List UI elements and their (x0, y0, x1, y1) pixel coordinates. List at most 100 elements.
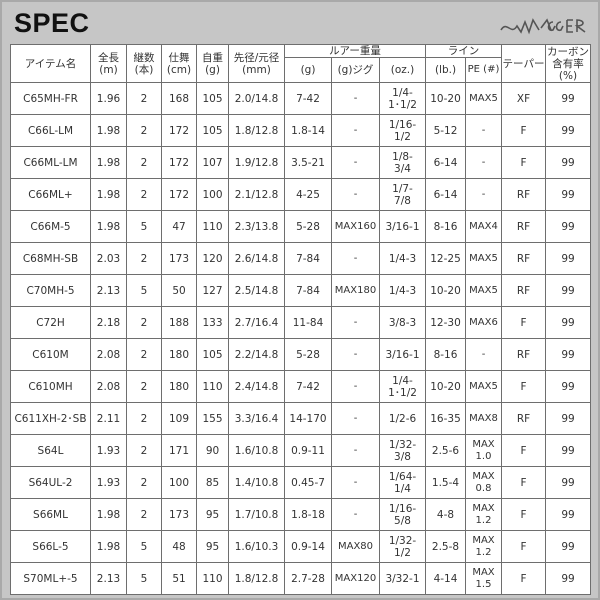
cell-closed: 172 (161, 114, 197, 147)
table-row: S64L 1.93 2 171 90 1.6/10.8 0.9-11-1/32- 3/8 2.… (10, 434, 591, 467)
cell-lure-jig: - (331, 82, 380, 115)
cell-carbon: 99 (545, 562, 591, 595)
cell-line-lb: 2.5-8 (425, 530, 466, 563)
cell-diameter: 1.8/12.8 (228, 562, 285, 595)
cell-diameter: 2.7/16.4 (228, 306, 285, 339)
header-line: ライン (425, 44, 502, 58)
cell-taper: F (501, 306, 546, 339)
cell-line-pe: MAX8 (465, 402, 502, 435)
cell-diameter: 2.5/14.8 (228, 274, 285, 307)
cell-lure-oz: 3/16-1 (379, 338, 426, 371)
cell-lure-jig: - (331, 498, 380, 531)
cell-line-pe: MAX 1.2 (465, 498, 502, 531)
cell-taper: RF (501, 210, 546, 243)
cell-carbon: 99 (545, 402, 591, 435)
cell-carbon: 99 (545, 530, 591, 563)
cell-pieces: 2 (126, 498, 162, 531)
header-lure-weight: ルアー重量 (284, 44, 426, 58)
cell-length: 2.13 (90, 274, 127, 307)
table-row: S70ML+-5 2.13 5 51 110 1.8/12.8 2.7-28 MAX120 3/… (10, 562, 591, 595)
cell-lure-g: 5-28 (284, 210, 332, 243)
cell-pieces: 2 (126, 434, 162, 467)
cell-item: S66L-5 (10, 530, 91, 563)
cell-taper: F (501, 114, 546, 147)
cell-length: 1.98 (90, 498, 127, 531)
cell-length: 1.98 (90, 178, 127, 211)
cell-diameter: 1.7/10.8 (228, 498, 285, 531)
cell-taper: F (501, 146, 546, 179)
cell-lure-g: 7-84 (284, 242, 332, 275)
cell-lure-jig: - (331, 370, 380, 403)
cell-weight: 105 (196, 82, 229, 115)
table-row: C610MH 2.08 2 180 110 2.4/14.8 7-42-1/4- 1･1/2… (10, 370, 591, 403)
cell-line-pe: MAX 1.5 (465, 562, 502, 595)
cell-lure-jig: MAX120 (331, 562, 380, 595)
cell-item: C65MH-FR (10, 82, 91, 115)
cell-line-pe: - (465, 178, 502, 211)
cell-length: 1.96 (90, 82, 127, 115)
swagger-logo (500, 18, 586, 35)
cell-lure-g: 2.7-28 (284, 562, 332, 595)
cell-taper: F (501, 370, 546, 403)
header-diameter: 先径/元径 (mm) (228, 44, 285, 83)
cell-weight: 105 (196, 114, 229, 147)
cell-lure-oz: 3/8-3 (379, 306, 426, 339)
cell-item: S70ML+-5 (10, 562, 91, 595)
header-lure-g: (g) (284, 57, 332, 83)
cell-line-lb: 10-20 (425, 274, 466, 307)
table-row: C70MH-5 2.13 5 50 127 2.5/14.8 7-84 MAX180 1/4-3… (10, 274, 591, 307)
cell-weight: 110 (196, 210, 229, 243)
cell-carbon: 99 (545, 242, 591, 275)
cell-item: C611XH-2･SB (10, 402, 91, 435)
cell-line-lb: 6-14 (425, 178, 466, 211)
cell-diameter: 2.0/14.8 (228, 82, 285, 115)
cell-item: S66ML (10, 498, 91, 531)
cell-pieces: 5 (126, 530, 162, 563)
cell-line-lb: 10-20 (425, 82, 466, 115)
cell-taper: F (501, 466, 546, 499)
cell-lure-g: 0.9-11 (284, 434, 332, 467)
cell-pieces: 2 (126, 306, 162, 339)
header-line-pe: PE (#) (465, 57, 502, 83)
cell-pieces: 5 (126, 210, 162, 243)
header-weight: 自重 (g) (196, 44, 229, 83)
cell-lure-jig: - (331, 402, 380, 435)
table-row: S66L-5 1.98 5 48 95 1.6/10.3 0.9-14 MAX80 1/32- … (10, 530, 591, 563)
cell-line-pe: MAX5 (465, 370, 502, 403)
cell-lure-jig: - (331, 242, 380, 275)
table-row: C68MH-SB 2.03 2 173 120 2.6/14.8 7-84-1/4-3 12-… (10, 242, 591, 275)
cell-length: 1.98 (90, 114, 127, 147)
cell-carbon: 99 (545, 146, 591, 179)
cell-closed: 109 (161, 402, 197, 435)
cell-carbon: 99 (545, 306, 591, 339)
table-row: C610M 2.08 2 180 105 2.2/14.8 5-28-3/16-1 8-16-… (10, 338, 591, 371)
cell-carbon: 99 (545, 370, 591, 403)
cell-length: 2.18 (90, 306, 127, 339)
cell-item: C66L-LM (10, 114, 91, 147)
cell-length: 1.93 (90, 466, 127, 499)
cell-length: 1.98 (90, 210, 127, 243)
cell-weight: 127 (196, 274, 229, 307)
cell-lure-oz: 1/4- 1･1/2 (379, 82, 426, 115)
cell-lure-jig: - (331, 114, 380, 147)
cell-taper: RF (501, 242, 546, 275)
cell-line-lb: 2.5-6 (425, 434, 466, 467)
cell-lure-g: 1.8-14 (284, 114, 332, 147)
cell-item: S64L (10, 434, 91, 467)
cell-lure-jig: MAX160 (331, 210, 380, 243)
cell-lure-jig: - (331, 434, 380, 467)
cell-line-lb: 8-16 (425, 338, 466, 371)
cell-weight: 110 (196, 370, 229, 403)
cell-taper: XF (501, 82, 546, 115)
cell-closed: 51 (161, 562, 197, 595)
header-line-lb: (lb.) (425, 57, 466, 83)
cell-carbon: 99 (545, 498, 591, 531)
header-carbon: カーボン 含有率 (%) (545, 44, 591, 83)
cell-lure-jig: - (331, 338, 380, 371)
cell-lure-oz: 3/16-1 (379, 210, 426, 243)
cell-line-pe: MAX 1.2 (465, 530, 502, 563)
cell-lure-g: 0.9-14 (284, 530, 332, 563)
table-row: C66ML+ 1.98 2 172 100 2.1/12.8 4-25-1/7- 7/8 6-… (10, 178, 591, 211)
cell-length: 2.13 (90, 562, 127, 595)
